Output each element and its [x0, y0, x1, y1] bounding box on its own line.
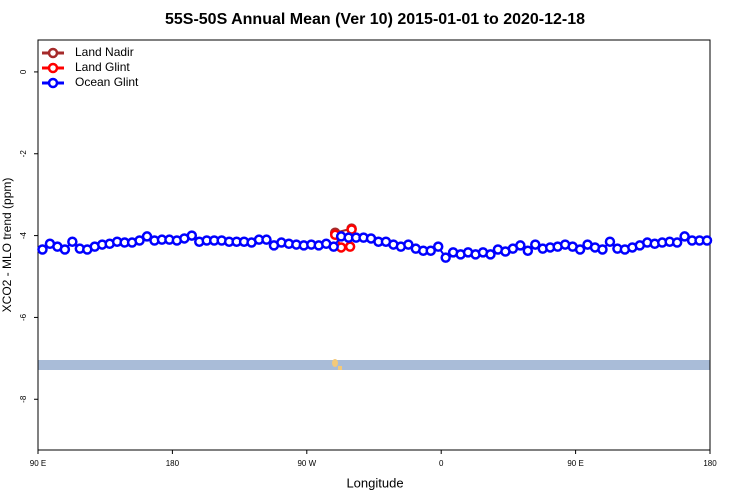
data-point	[530, 239, 541, 250]
data-point	[432, 241, 444, 252]
x-tick-label: 90 E	[30, 459, 46, 468]
x-tick-label: 180	[166, 459, 180, 468]
data-point	[701, 235, 713, 246]
data-point	[574, 244, 586, 255]
y-tick-label: -2	[19, 150, 28, 158]
data-point	[440, 252, 451, 263]
plot-frame	[37, 39, 711, 451]
data-point	[67, 236, 78, 247]
data-point	[671, 237, 683, 248]
data-point	[597, 244, 608, 255]
data-point	[515, 240, 526, 251]
x-axis-label: Longitude	[346, 475, 403, 490]
data-point	[679, 231, 690, 242]
y-tick-label: 0	[19, 69, 28, 74]
data-point	[134, 235, 145, 246]
data-point	[261, 234, 272, 245]
legend-marker	[47, 62, 59, 74]
data-point	[37, 244, 48, 255]
data-point	[425, 245, 436, 256]
chart-title: 55S-50S Annual Mean (Ver 10) 2015-01-01 …	[165, 11, 585, 28]
data-point	[485, 249, 496, 260]
data-point	[346, 224, 357, 235]
data-point	[344, 241, 356, 252]
land-patch	[338, 366, 342, 370]
legend-label: Ocean Glint	[75, 75, 139, 89]
y-axis-label: XCO2 - MLO trend (ppm)	[0, 178, 14, 313]
data-point	[604, 236, 616, 247]
y-tick-label: -4	[19, 231, 28, 239]
legend-marker	[47, 77, 59, 89]
x-tick-label: 90 E	[567, 459, 583, 468]
data-point	[59, 244, 71, 255]
y-tick-label: -8	[19, 395, 28, 403]
legend-label: Land Glint	[75, 60, 130, 74]
x-tick-label: 0	[439, 459, 444, 468]
data-point	[328, 241, 339, 252]
land-mask-strip	[38, 360, 710, 370]
data-point	[403, 239, 414, 250]
x-tick-label: 90 W	[297, 459, 316, 468]
data-point	[522, 245, 534, 256]
x-tick-label: 180	[703, 459, 717, 468]
legend-label: Land Nadir	[75, 45, 134, 59]
land-patch	[332, 359, 338, 367]
data-point	[141, 231, 153, 242]
legend-marker	[47, 47, 59, 59]
y-tick-label: -6	[19, 313, 28, 321]
data-point	[186, 230, 198, 241]
